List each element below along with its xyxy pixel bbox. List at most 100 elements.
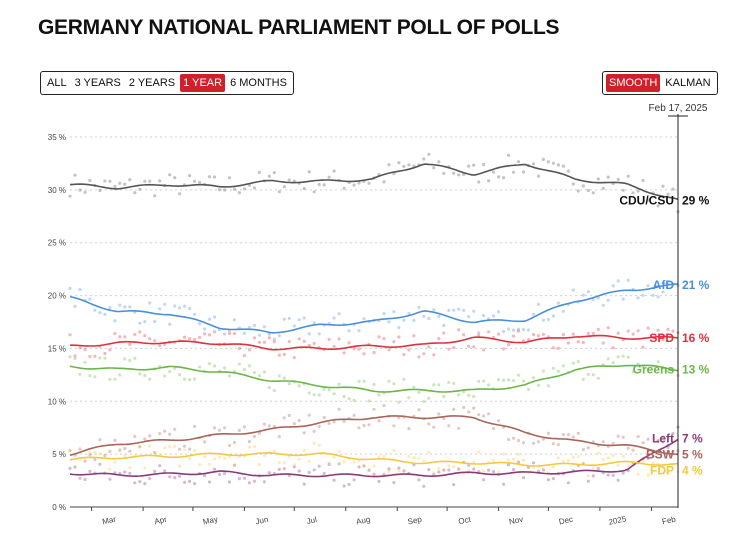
series-value-label: 16 %: [682, 331, 710, 345]
poll-dot: [422, 352, 426, 356]
kalman-button[interactable]: KALMAN: [665, 77, 711, 89]
poll-dot: [357, 181, 361, 185]
poll-dot: [153, 319, 157, 324]
range-3-years-button[interactable]: 3 YEARS: [74, 77, 121, 89]
poll-dot: [571, 455, 575, 459]
series-name-label: FDP: [650, 463, 674, 477]
poll-dot: [457, 426, 461, 430]
poll-dot: [128, 358, 132, 363]
poll-dot: [477, 331, 481, 335]
poll-dot: [292, 324, 296, 328]
poll-dot: [497, 332, 501, 336]
poll-dot: [541, 318, 546, 322]
poll-dot: [108, 467, 112, 471]
smooth-button[interactable]: SMOOTH: [606, 74, 661, 92]
poll-dot: [222, 188, 227, 192]
poll-dot: [502, 329, 506, 334]
poll-dot: [531, 461, 536, 465]
poll-dot: [337, 462, 341, 466]
poll-dot: [556, 301, 561, 305]
poll-dot: [561, 364, 566, 368]
poll-dot: [178, 464, 182, 468]
poll-dot: [596, 296, 600, 300]
poll-dot: [407, 311, 411, 316]
poll-dot: [521, 170, 526, 174]
poll-dot: [561, 333, 566, 337]
poll-dot: [327, 461, 331, 465]
poll-dot: [362, 352, 366, 356]
poll-dot: [307, 332, 311, 336]
range-2-years-button[interactable]: 2 YEARS: [128, 77, 176, 89]
poll-dot: [222, 471, 227, 475]
poll-dot: [536, 383, 541, 387]
poll-dot: [367, 181, 371, 185]
poll-dot: [616, 478, 620, 482]
poll-dot: [407, 396, 411, 400]
poll-dot: [73, 465, 77, 469]
poll-dot: [382, 337, 386, 341]
poll-dot: [397, 326, 401, 330]
poll-dot: [601, 341, 605, 345]
poll-dot: [143, 466, 147, 470]
poll-dot: [327, 337, 331, 341]
poll-dot: [222, 366, 227, 370]
poll-dot: [282, 317, 286, 321]
poll-dot: [133, 481, 137, 485]
poll-dot: [561, 309, 566, 313]
poll-dot: [507, 458, 511, 462]
poll-dot: [616, 279, 620, 283]
poll-dot: [222, 426, 227, 430]
poll-dot: [477, 450, 481, 454]
series-value-label: 7 %: [682, 431, 703, 445]
poll-dot: [422, 484, 426, 488]
poll-dot: [203, 332, 207, 336]
poll-dot: [188, 378, 192, 382]
poll-dot: [207, 362, 212, 366]
poll-dot: [143, 482, 147, 486]
poll-dot: [407, 348, 411, 352]
poll-dot: [332, 478, 336, 482]
poll-dot: [626, 278, 630, 282]
poll-dot: [377, 455, 381, 459]
poll-dot: [636, 296, 640, 300]
poll-dot: [516, 160, 521, 164]
poll-dot: [571, 435, 575, 439]
poll-dot: [83, 190, 87, 194]
poll-dot: [631, 191, 635, 195]
poll-dot: [452, 308, 456, 312]
poll-dot: [133, 332, 137, 337]
poll-dot: [581, 377, 585, 381]
poll-dot: [73, 356, 77, 360]
range-all-button[interactable]: ALL: [47, 77, 67, 89]
poll-dot: [357, 379, 361, 384]
range-6-months-button[interactable]: 6 MONTHS: [230, 77, 287, 89]
poll-dot: [397, 469, 401, 473]
poll-dot: [212, 175, 217, 179]
poll-dot: [307, 343, 311, 347]
poll-dot: [591, 191, 595, 195]
series-value-label: 13 %: [682, 363, 710, 377]
range-1-year-button[interactable]: 1 YEAR: [180, 74, 226, 92]
poll-dot: [148, 444, 152, 448]
poll-dot: [636, 189, 640, 193]
poll-dot: [183, 335, 187, 339]
poll-dot: [492, 314, 496, 318]
poll-dot: [103, 356, 107, 360]
poll-dot: [616, 177, 620, 181]
poll-dot: [352, 460, 356, 464]
poll-dot: [516, 438, 521, 443]
poll-dot: [656, 295, 660, 299]
poll-dot: [467, 393, 471, 397]
poll-dot: [118, 373, 122, 377]
poll-dot: [591, 474, 595, 478]
poll-dot: [497, 378, 501, 382]
poll-dot: [163, 429, 167, 433]
poll-dot: [173, 476, 177, 480]
poll-dot: [153, 451, 157, 455]
poll-dot: [352, 347, 356, 351]
poll-dot: [417, 456, 421, 460]
poll-dot: [347, 329, 351, 333]
poll-dot: [133, 434, 137, 439]
poll-dot: [487, 179, 491, 183]
